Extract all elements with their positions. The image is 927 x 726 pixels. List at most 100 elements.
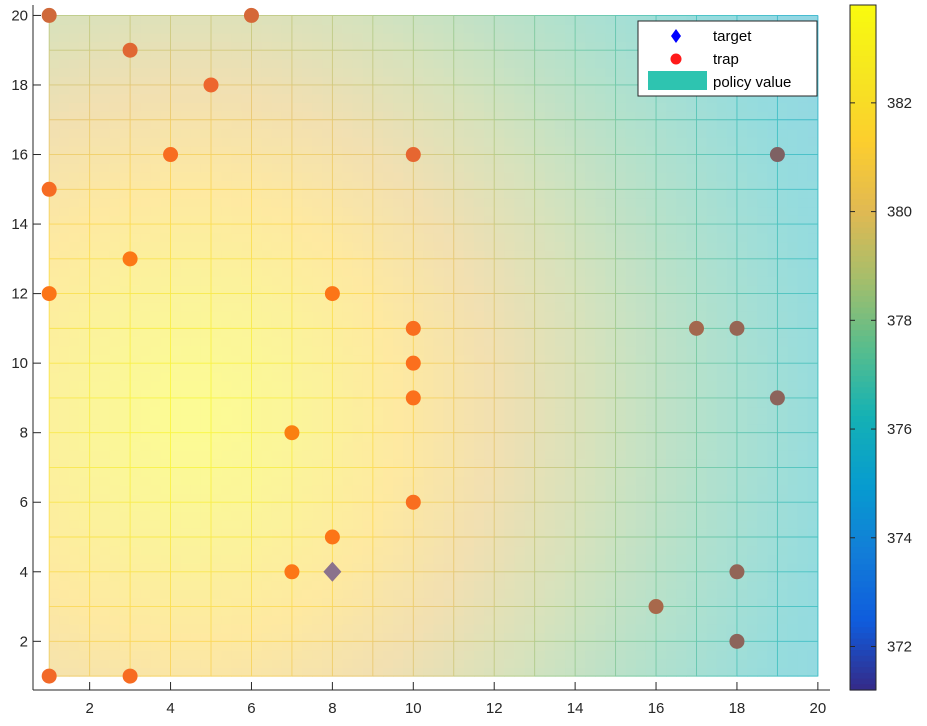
heatmap-cell — [453, 128, 465, 138]
heatmap-cell — [666, 510, 677, 521]
heatmap-cell — [190, 363, 202, 373]
heatmap-cell — [150, 215, 162, 225]
heatmap-cell — [312, 111, 323, 121]
heatmap-cell — [463, 563, 475, 573]
heatmap-cell — [676, 415, 687, 425]
heatmap-cell — [696, 241, 708, 251]
heatmap-cell — [615, 502, 627, 512]
heatmap-cell — [200, 363, 212, 373]
heatmap-cell — [382, 319, 394, 329]
heatmap-cell — [463, 197, 475, 208]
heatmap-cell — [382, 667, 394, 677]
heatmap-cell — [79, 467, 91, 477]
heatmap-cell — [635, 337, 647, 347]
heatmap-cell — [403, 537, 414, 547]
heatmap-cell — [140, 623, 151, 634]
heatmap-cell — [140, 632, 151, 642]
heatmap-cell — [504, 24, 516, 34]
heatmap-cell — [119, 406, 131, 416]
heatmap-cell — [241, 293, 253, 303]
heatmap-cell — [89, 424, 101, 434]
heatmap-cell — [514, 284, 526, 295]
heatmap-cell — [423, 519, 435, 529]
heatmap-cell — [150, 241, 162, 251]
heatmap-cell — [382, 293, 394, 303]
heatmap-cell — [211, 171, 222, 182]
heatmap-cell — [190, 397, 202, 408]
heatmap-cell — [473, 302, 485, 312]
heatmap-cell — [605, 284, 617, 295]
heatmap-cell — [504, 224, 516, 234]
heatmap-cell — [473, 545, 485, 555]
heatmap-cell — [211, 510, 222, 521]
heatmap-cell — [241, 337, 253, 347]
heatmap-cell — [89, 67, 101, 77]
heatmap-cell — [585, 345, 596, 356]
heatmap-cell — [676, 484, 687, 495]
heatmap-cell — [484, 632, 495, 642]
heatmap-cell — [635, 415, 647, 425]
heatmap-cell — [433, 111, 445, 121]
heatmap-cell — [645, 632, 657, 642]
heatmap-cell — [372, 571, 384, 582]
heatmap-cell — [645, 163, 657, 173]
heatmap-cell — [119, 302, 131, 312]
heatmap-cell — [170, 424, 182, 434]
heatmap-cell — [180, 458, 192, 469]
heatmap-cell — [605, 50, 617, 60]
heatmap-cell — [676, 589, 687, 599]
heatmap-cell — [463, 519, 475, 529]
heatmap-cell — [605, 389, 617, 399]
heatmap-cell — [484, 171, 495, 182]
heatmap-cell — [160, 241, 172, 251]
heatmap-cell — [494, 293, 505, 303]
heatmap-cell — [119, 276, 131, 286]
heatmap-cell — [322, 137, 333, 147]
heatmap-cell — [544, 76, 556, 86]
heatmap-cell — [342, 597, 354, 608]
heatmap-cell — [473, 397, 485, 408]
heatmap-cell — [666, 554, 677, 564]
heatmap-cell — [635, 302, 647, 312]
heatmap-cell — [645, 171, 657, 182]
heatmap-cell — [352, 215, 364, 225]
heatmap-cell — [251, 354, 263, 364]
heatmap-cell — [150, 76, 162, 86]
heatmap-cell — [170, 615, 182, 625]
heatmap-cell — [352, 371, 364, 382]
heatmap-cell — [291, 319, 303, 329]
heatmap-cell — [676, 189, 687, 199]
heatmap-cell — [696, 554, 708, 564]
heatmap-cell — [241, 128, 253, 138]
heatmap-cell — [170, 171, 182, 182]
heatmap-cell — [696, 406, 708, 416]
heatmap-cell — [342, 276, 354, 286]
heatmap-cell — [160, 458, 172, 469]
heatmap-cell — [554, 337, 566, 347]
heatmap-cell — [89, 180, 101, 190]
heatmap-cell — [565, 563, 576, 573]
heatmap-cell — [625, 232, 637, 243]
heatmap-cell — [150, 284, 162, 295]
heatmap-cell — [676, 337, 687, 347]
heatmap-cell — [281, 224, 293, 234]
heatmap-cell — [322, 41, 333, 51]
heatmap-cell — [625, 58, 637, 69]
heatmap-cell — [69, 658, 81, 668]
heatmap-cell — [271, 415, 283, 425]
heatmap-cell — [686, 545, 698, 555]
heatmap-cell — [362, 493, 374, 503]
heatmap-cell — [99, 84, 111, 95]
heatmap-cell — [150, 510, 162, 521]
heatmap-cell — [635, 215, 647, 225]
heatmap-cell — [504, 380, 516, 390]
heatmap-cell — [322, 241, 333, 251]
heatmap-cell — [140, 302, 151, 312]
heatmap-cell — [473, 467, 485, 477]
heatmap-cell — [271, 554, 283, 564]
heatmap-cell — [160, 258, 172, 269]
heatmap-cell — [494, 502, 505, 512]
heatmap-cell — [615, 137, 627, 147]
heatmap-cell — [69, 519, 81, 529]
heatmap-cell — [534, 171, 546, 182]
